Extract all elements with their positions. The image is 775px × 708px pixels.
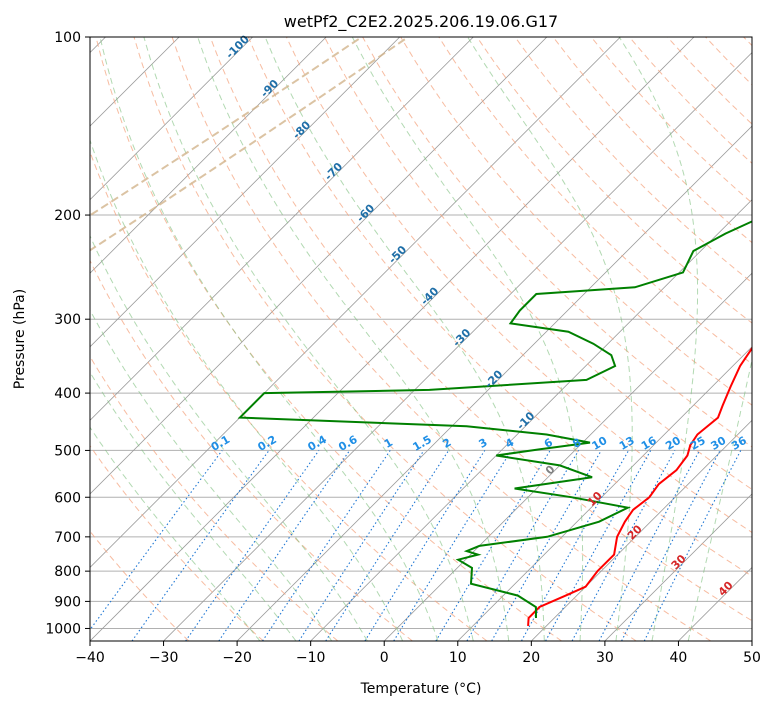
moist-adiabat-line (618, 37, 699, 641)
y-tick-label: 100 (54, 30, 81, 46)
mixing-ratio-line (131, 450, 270, 641)
isotherm-line (604, 493, 752, 641)
dry-adiabat-line (95, 37, 562, 641)
y-axis: 100 200 300 400 500 600 700 800 900 1000 (45, 30, 90, 638)
dewpoint-profile (237, 220, 752, 619)
x-axis-label: Temperature (°C) (360, 681, 482, 697)
mixing-ratio-line (545, 450, 652, 641)
moist-adiabat-line (143, 37, 474, 641)
y-tick-label: 600 (54, 490, 81, 506)
x-tick-label: 30 (596, 650, 614, 666)
dry-adiabat-line (324, 37, 752, 490)
isotherm-line (90, 37, 327, 274)
x-axis: −40 −30 −20 −10 0 10 20 30 40 50 (75, 641, 761, 666)
isotherm-line (531, 419, 752, 641)
temperature-profile (527, 346, 752, 626)
chart-title: wetPf2_C2E2.2025.206.19.06.G17 (284, 12, 558, 32)
isotherm-line (90, 37, 548, 495)
moist-adiabat-line (90, 309, 333, 641)
moist-adiabat-line (90, 426, 261, 641)
x-tick-label: −20 (222, 650, 252, 666)
y-tick-label: 900 (54, 594, 81, 610)
x-tick-label: −10 (296, 650, 326, 666)
sounding-profiles (237, 220, 752, 626)
moist-adiabat-line (90, 234, 368, 641)
isotherm-line (90, 37, 401, 348)
dry-adiabat-line (90, 259, 413, 641)
moist-adiabat-line (197, 37, 510, 641)
moist-adiabat-line (99, 37, 439, 641)
mixing-ratio-line (218, 450, 351, 641)
mixing-ratio-line (325, 450, 450, 641)
mixing-ratio-line (521, 450, 630, 641)
background-lines (90, 37, 752, 641)
y-axis-label: Pressure (hPa) (12, 289, 28, 389)
mixing-ratio-line (185, 450, 320, 641)
moist-adiabat-line (90, 371, 297, 641)
y-tick-label: 700 (54, 530, 81, 546)
isotherm-line (90, 37, 621, 569)
y-tick-label: 800 (54, 564, 81, 580)
x-tick-label: −30 (149, 650, 179, 666)
isotherm-line (163, 51, 752, 641)
plot-frame (89, 36, 753, 642)
dry-adiabat-line (90, 444, 264, 641)
dry-adiabat-line (133, 37, 637, 641)
x-tick-label: 10 (449, 650, 467, 666)
isotherm-line (90, 37, 695, 641)
mixing-ratio-line (393, 450, 512, 641)
x-tick-label: −40 (75, 650, 105, 666)
x-tick-label: 40 (669, 650, 687, 666)
dry-adiabat-line (209, 37, 752, 622)
x-tick-label: 20 (522, 650, 540, 666)
y-tick-label: 200 (54, 208, 81, 224)
y-tick-label: 400 (54, 386, 81, 402)
dry-adiabat-line (285, 37, 752, 534)
isotherm-line (383, 272, 752, 641)
isotherm-line (90, 37, 474, 421)
x-tick-label: 0 (380, 650, 389, 666)
y-tick-label: 500 (54, 443, 81, 459)
mixing-ratio-line (643, 450, 742, 641)
dry-adiabat-line (90, 355, 339, 641)
moist-adiabat-line (90, 138, 404, 641)
mixing-ratio-line (298, 450, 425, 641)
mixing-ratio-line (90, 450, 223, 631)
dry-adiabat-line (247, 37, 752, 577)
moist-adiabat-line (351, 37, 584, 641)
moist-adiabat-line (264, 37, 545, 641)
moist-adiabat-line (687, 357, 752, 641)
x-tick-label: 50 (743, 650, 761, 666)
isotherm-line (236, 125, 752, 641)
y-tick-label: 1000 (45, 622, 81, 638)
dry-adiabat-line (171, 37, 712, 641)
isotherm-line (457, 346, 752, 641)
mixing-ratio-line (262, 450, 391, 641)
y-tick-label: 300 (54, 312, 81, 328)
dry-adiabat-line (514, 37, 752, 284)
mixing-ratio-line (571, 450, 676, 641)
isotherm-line (90, 37, 253, 201)
